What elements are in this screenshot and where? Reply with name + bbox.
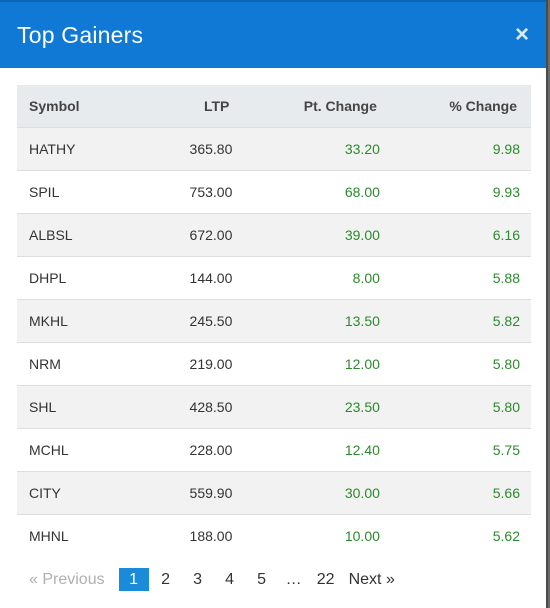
table-row[interactable]: MKHL 245.50 13.50 5.82 <box>17 299 531 343</box>
cell-pct-change: 5.66 <box>379 471 531 515</box>
column-header-pct-change[interactable]: % Change <box>449 98 517 114</box>
page-button-1[interactable]: 1 <box>118 567 149 591</box>
cell-symbol: SPIL <box>17 170 136 214</box>
cell-pt-change: 68.00 <box>232 170 380 214</box>
page-button-last[interactable]: 22 <box>316 570 335 588</box>
table-row[interactable]: NRM 219.00 12.00 5.80 <box>17 342 531 386</box>
table-row[interactable]: CITY 559.90 30.00 5.66 <box>17 471 531 515</box>
cell-symbol: MHNL <box>17 514 136 557</box>
modal-title: Top Gainers <box>17 21 144 48</box>
cell-pt-change: 13.50 <box>232 299 380 343</box>
cell-symbol: ALBSL <box>17 213 136 257</box>
cell-pt-change: 30.00 <box>232 471 380 515</box>
cell-pct-change: 5.75 <box>379 428 531 472</box>
pagination-ellipsis: … <box>285 570 302 588</box>
page-button-2[interactable]: 2 <box>161 570 171 588</box>
cell-ltp: 228.00 <box>135 428 233 472</box>
previous-page-button[interactable]: « Previous <box>29 570 105 588</box>
column-header-symbol[interactable]: Symbol <box>29 98 80 114</box>
cell-ltp: 365.80 <box>135 127 233 171</box>
cell-pct-change: 5.82 <box>379 299 531 343</box>
cell-ltp: 559.90 <box>135 471 233 515</box>
cell-pct-change: 5.80 <box>379 385 531 429</box>
cell-pct-change: 6.16 <box>379 213 531 257</box>
table-row[interactable]: SPIL 753.00 68.00 9.93 <box>17 170 531 214</box>
table-row[interactable]: ALBSL 672.00 39.00 6.16 <box>17 213 531 257</box>
cell-ltp: 428.50 <box>135 385 233 429</box>
pagination: « Previous 1 2 3 4 5 … 22 Next » <box>29 566 529 592</box>
cell-pt-change: 39.00 <box>232 213 380 257</box>
cell-pct-change: 5.62 <box>379 514 531 557</box>
cell-symbol: MCHL <box>17 428 136 472</box>
cell-ltp: 219.00 <box>135 342 233 386</box>
page-button-4[interactable]: 4 <box>225 570 235 588</box>
modal-body: Symbol LTP Pt. Change % Change HATHY 365… <box>0 68 546 592</box>
page-button-3[interactable]: 3 <box>193 570 203 588</box>
table-row[interactable]: HATHY 365.80 33.20 9.98 <box>17 127 531 171</box>
cell-symbol: NRM <box>17 342 136 386</box>
next-page-button[interactable]: Next » <box>348 570 395 588</box>
cell-pt-change: 12.40 <box>232 428 380 472</box>
table-row[interactable]: DHPL 144.00 8.00 5.88 <box>17 256 531 300</box>
cell-pct-change: 9.98 <box>379 127 531 171</box>
table-row[interactable]: MHNL 188.00 10.00 5.62 <box>17 514 531 557</box>
modal-header: Top Gainers × <box>0 0 546 68</box>
cell-pt-change: 8.00 <box>232 256 380 300</box>
cell-ltp: 245.50 <box>135 299 233 343</box>
cell-pct-change: 5.88 <box>379 256 531 300</box>
column-header-pt-change[interactable]: Pt. Change <box>303 98 377 114</box>
cell-symbol: SHL <box>17 385 136 429</box>
table-header-row: Symbol LTP Pt. Change % Change <box>17 85 531 128</box>
cell-symbol: MKHL <box>17 299 136 343</box>
gainers-table: Symbol LTP Pt. Change % Change HATHY 365… <box>17 85 531 557</box>
cell-symbol: DHPL <box>17 256 136 300</box>
cell-symbol: CITY <box>17 471 136 515</box>
table-row[interactable]: SHL 428.50 23.50 5.80 <box>17 385 531 429</box>
cell-pt-change: 33.20 <box>232 127 380 171</box>
page-button-5[interactable]: 5 <box>257 570 267 588</box>
cell-pt-change: 12.00 <box>232 342 380 386</box>
cell-symbol: HATHY <box>17 127 136 171</box>
cell-pt-change: 23.50 <box>232 385 380 429</box>
cell-ltp: 672.00 <box>135 213 233 257</box>
cell-ltp: 144.00 <box>135 256 233 300</box>
cell-pct-change: 9.93 <box>379 170 531 214</box>
column-header-ltp[interactable]: LTP <box>203 98 230 114</box>
cell-ltp: 188.00 <box>135 514 233 557</box>
cell-pct-change: 5.80 <box>379 342 531 386</box>
table-row[interactable]: MCHL 228.00 12.40 5.75 <box>17 428 531 472</box>
cell-pt-change: 10.00 <box>232 514 380 557</box>
close-icon[interactable]: × <box>514 21 529 48</box>
cell-ltp: 753.00 <box>135 170 233 214</box>
